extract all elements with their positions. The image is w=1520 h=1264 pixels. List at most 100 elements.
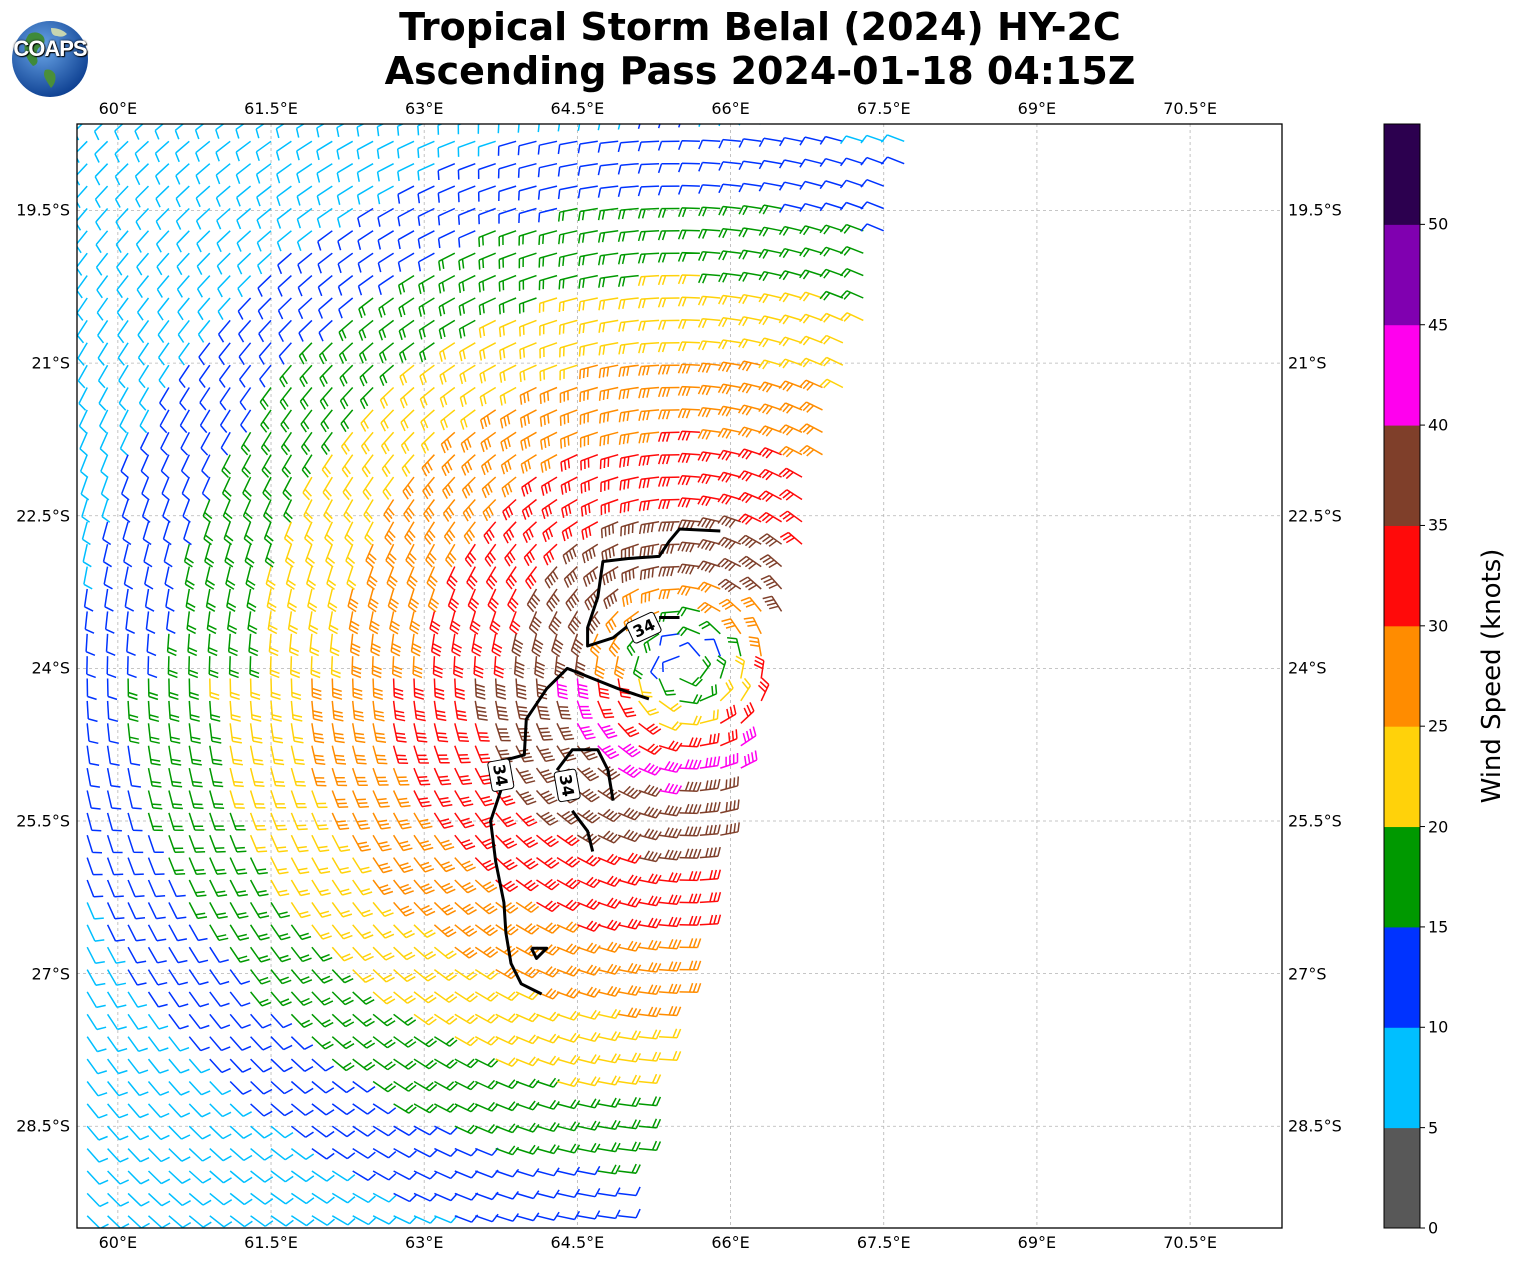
wind-barb (657, 319, 680, 330)
wind-barb (617, 874, 642, 886)
wind-barb (154, 140, 170, 163)
wind-barb (720, 822, 740, 836)
wind-barb (618, 985, 642, 996)
wind-barb (598, 297, 619, 311)
wind-barb (597, 745, 620, 760)
wind-barb (538, 207, 558, 223)
wind-barb (143, 544, 153, 568)
x-tick-label-top: 63°E (404, 99, 444, 118)
wind-barb (331, 1215, 356, 1226)
wind-barb (535, 789, 558, 805)
wind-barb (637, 274, 660, 286)
wind-barb (677, 585, 701, 596)
wind-barb (311, 991, 334, 1006)
wind-barb (99, 409, 109, 434)
wind-barb (517, 140, 537, 156)
wind-barb (377, 185, 394, 205)
wind-barb (147, 834, 164, 854)
wind-barb (638, 1029, 662, 1040)
wind-barb (457, 185, 476, 203)
wind-barb (120, 454, 129, 479)
wind-barb (474, 790, 495, 807)
wind-barb (144, 566, 154, 590)
wind-barb (717, 383, 741, 395)
wind-barb (454, 767, 473, 786)
wind-barb (577, 1188, 601, 1198)
wind-barb (127, 723, 140, 744)
wind-barb (738, 182, 762, 193)
wind-barb (677, 140, 700, 150)
wind-barb (337, 230, 354, 251)
wind-barb (538, 274, 558, 291)
wind-barb (556, 943, 581, 955)
wind-barb (753, 655, 765, 679)
contour-34kt (530, 946, 549, 960)
wind-barb (147, 1125, 170, 1141)
wind-barb (277, 275, 292, 297)
wind-barb (142, 521, 152, 546)
wind-barb (638, 476, 660, 489)
x-tick-label-bottom: 70.5°E (1163, 1233, 1217, 1252)
wind-barb (268, 633, 279, 657)
wind-barb (147, 767, 162, 788)
wind-barb (281, 454, 293, 478)
wind-barb (778, 424, 803, 436)
wind-barb (597, 853, 622, 866)
wind-barb (352, 879, 373, 896)
wind-barb (498, 230, 517, 247)
wind-barb (97, 364, 109, 389)
x-tick-label-top: 70.5°E (1163, 99, 1217, 118)
wind-barb (115, 230, 129, 253)
wind-barb (393, 879, 414, 895)
wind-barb (536, 1077, 560, 1088)
wind-barb (495, 857, 518, 871)
wind-barb (270, 700, 282, 722)
wind-barb (195, 140, 211, 162)
wind-barb (247, 611, 258, 635)
wind-barb (413, 1125, 438, 1136)
wind-barb (617, 207, 639, 220)
wind-barb (478, 252, 496, 270)
wind-barb (738, 160, 762, 171)
wind-barb (498, 297, 517, 315)
wind-barb (331, 700, 344, 722)
wind-barb (438, 319, 456, 340)
map-grid (77, 124, 1282, 1228)
wind-barb (331, 767, 348, 787)
wind-barb (558, 297, 578, 313)
wind-barb (164, 566, 174, 590)
wind-barb (758, 182, 782, 192)
wind-barb (638, 342, 660, 354)
wind-barb (392, 723, 407, 743)
wind-barb (699, 684, 718, 702)
wind-barb (331, 879, 352, 896)
wind-barb (279, 364, 292, 388)
wind-barb (601, 543, 619, 562)
wind-barb (311, 1170, 335, 1182)
wind-barb (126, 633, 136, 656)
wind-barb (326, 566, 337, 591)
wind-barb (371, 656, 382, 679)
wind-barb (570, 633, 584, 658)
wind-barb (86, 1081, 108, 1097)
wind-barb (256, 230, 272, 252)
wind-barb (556, 856, 581, 868)
wind-barb (168, 1148, 191, 1162)
wind-barb (478, 230, 496, 247)
wind-barb (188, 812, 205, 831)
wind-barb (256, 185, 272, 207)
wind-barb (433, 879, 456, 894)
wind-barb (677, 452, 700, 464)
wind-barb (399, 364, 415, 386)
wind-barb (318, 342, 333, 365)
wind-barb (116, 252, 129, 276)
wind-barb (147, 723, 160, 744)
wind-barb (280, 431, 293, 456)
wind-barb (199, 387, 211, 411)
wind-barb (422, 476, 435, 500)
wind-barb (275, 124, 285, 139)
wind-barb (372, 1125, 397, 1137)
wind-barb (309, 633, 320, 657)
wind-barb (412, 656, 423, 679)
wind-barb (81, 499, 91, 523)
